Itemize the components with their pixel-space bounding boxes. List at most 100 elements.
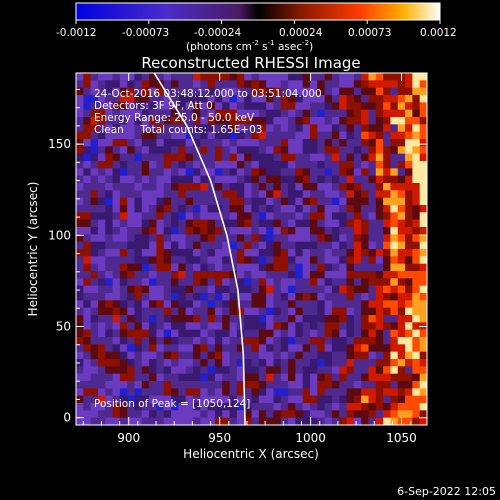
heatmap-cell — [244, 271, 252, 279]
heatmap-cell — [339, 403, 347, 411]
heatmap-cell — [346, 175, 355, 184]
heatmap-cell — [112, 307, 121, 316]
heatmap-cell — [368, 205, 377, 213]
heatmap-cell — [119, 175, 128, 184]
heatmap-cell — [375, 307, 384, 316]
x-axis-label: Heliocentric X (arcsec) — [183, 447, 319, 461]
heatmap-cell — [353, 337, 362, 345]
heatmap-cell — [141, 219, 150, 228]
heatmap-cell — [390, 219, 399, 228]
heatmap-cell — [134, 124, 143, 133]
heatmap-cell — [97, 227, 106, 235]
heatmap-cell — [127, 271, 135, 279]
heatmap-cell — [280, 417, 289, 425]
heatmap-cell — [112, 315, 121, 323]
heatmap-cell — [134, 271, 143, 279]
heatmap-cell — [222, 359, 230, 367]
heatmap-cell — [178, 117, 187, 125]
heatmap-cell — [178, 322, 187, 331]
heatmap-cell — [76, 73, 84, 81]
heatmap-cell — [171, 146, 179, 155]
heatmap-cell — [310, 359, 318, 367]
heatmap-cell — [251, 241, 260, 250]
heatmap-cell — [353, 351, 362, 360]
heatmap-cell — [383, 359, 391, 367]
heatmap-cell — [171, 315, 179, 323]
heatmap-cell — [134, 168, 143, 177]
heatmap-cell — [258, 417, 267, 425]
heatmap-cell — [112, 80, 121, 89]
heatmap-cell — [405, 293, 413, 301]
heatmap-cell — [310, 153, 318, 162]
heatmap-cell — [383, 102, 391, 111]
heatmap-cell — [127, 337, 135, 345]
heatmap-cell — [171, 403, 179, 411]
heatmap-cell — [310, 102, 318, 111]
heatmap-cell — [105, 381, 113, 389]
heatmap-cell — [405, 249, 413, 257]
heatmap-cell — [141, 359, 150, 367]
heatmap-cell — [353, 146, 362, 155]
heatmap-cell — [295, 227, 304, 235]
heatmap-cell — [317, 395, 326, 404]
heatmap-cell — [288, 124, 296, 133]
heatmap-cell — [119, 249, 128, 257]
heatmap-cell — [127, 241, 135, 250]
heatmap-cell — [368, 227, 377, 235]
heatmap-cell — [419, 344, 427, 353]
heatmap-cell — [361, 80, 369, 89]
heatmap-cell — [295, 124, 304, 133]
heatmap-cell — [127, 278, 135, 287]
heatmap-cell — [141, 322, 150, 331]
heatmap-cell — [375, 212, 384, 221]
heatmap-cell — [105, 359, 113, 367]
heatmap-cell — [295, 366, 304, 375]
heatmap-cell — [127, 417, 135, 425]
heatmap-cell — [405, 388, 413, 397]
heatmap-cell — [171, 271, 179, 279]
heatmap-cell — [273, 80, 282, 89]
heatmap-cell — [317, 117, 326, 125]
heatmap-cell — [207, 227, 216, 235]
heatmap-cell — [156, 102, 165, 111]
heatmap-cell — [353, 117, 362, 125]
heatmap-cell — [397, 271, 406, 279]
heatmap-cell — [119, 315, 128, 323]
heatmap-cell — [149, 153, 157, 162]
heatmap-cell — [207, 300, 216, 309]
heatmap-cell — [127, 168, 135, 177]
heatmap-cell — [346, 212, 355, 221]
heatmap-cell — [251, 381, 260, 389]
heatmap-cell — [295, 146, 304, 155]
heatmap-cell — [397, 395, 406, 404]
heatmap-cell — [397, 80, 406, 89]
heatmap-cell — [273, 234, 282, 243]
heatmap-cell — [90, 329, 99, 338]
heatmap-cell — [317, 175, 326, 184]
heatmap-cell — [185, 388, 194, 397]
heatmap-cell — [156, 197, 165, 206]
heatmap-cell — [339, 102, 347, 111]
heatmap-cell — [193, 205, 201, 213]
heatmap-cell — [141, 381, 150, 389]
heatmap-cell — [193, 395, 201, 404]
heatmap-cell — [273, 124, 282, 133]
heatmap-cell — [346, 337, 355, 345]
heatmap-cell — [149, 205, 157, 213]
heatmap-cell — [331, 410, 340, 419]
heatmap-cell — [324, 271, 333, 279]
heatmap-cell — [229, 337, 238, 345]
heatmap-cell — [258, 285, 267, 294]
heatmap-cell — [251, 271, 260, 279]
heatmap-cell — [368, 373, 377, 382]
heatmap-cell — [105, 373, 113, 382]
heatmap-cell — [149, 190, 157, 199]
heatmap-cell — [156, 73, 165, 81]
heatmap-cell — [375, 381, 384, 389]
heatmap-cell — [310, 293, 318, 301]
heatmap-cell — [375, 197, 384, 206]
heatmap-cell — [368, 80, 377, 89]
heatmap-cell — [207, 95, 216, 103]
heatmap-cell — [251, 351, 260, 360]
heatmap-cell — [273, 183, 282, 191]
